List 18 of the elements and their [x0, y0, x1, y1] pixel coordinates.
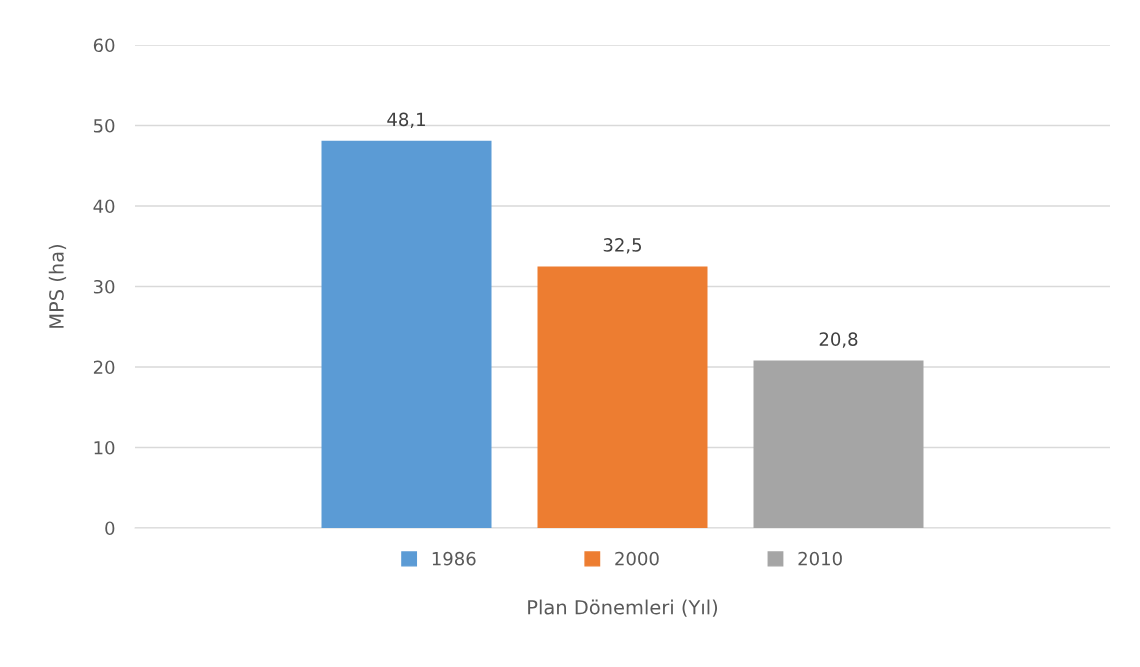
legend-label: 2010: [798, 551, 842, 566]
legend-label: 1986: [432, 551, 476, 566]
y-tick-label: 0: [105, 521, 115, 536]
y-tick-label: 30: [93, 279, 115, 294]
legend-label: 2000: [615, 551, 659, 566]
data-label: 48,1: [387, 112, 425, 129]
y-axis-title: MPS (ha): [48, 244, 67, 328]
data-label: 32,5: [603, 238, 642, 254]
bar: [537, 266, 708, 528]
data-label: 20,8: [819, 332, 858, 348]
x-axis-title: Plan Dönemleri (Yıl): [528, 599, 718, 617]
y-tick-label: 50: [93, 118, 115, 133]
y-tick-label: 20: [93, 360, 115, 375]
bar: [321, 140, 492, 528]
y-tick-label: 40: [93, 199, 115, 214]
y-tick-label: 10: [94, 440, 115, 455]
y-tick-label: 60: [93, 38, 115, 53]
bar: [753, 360, 924, 528]
